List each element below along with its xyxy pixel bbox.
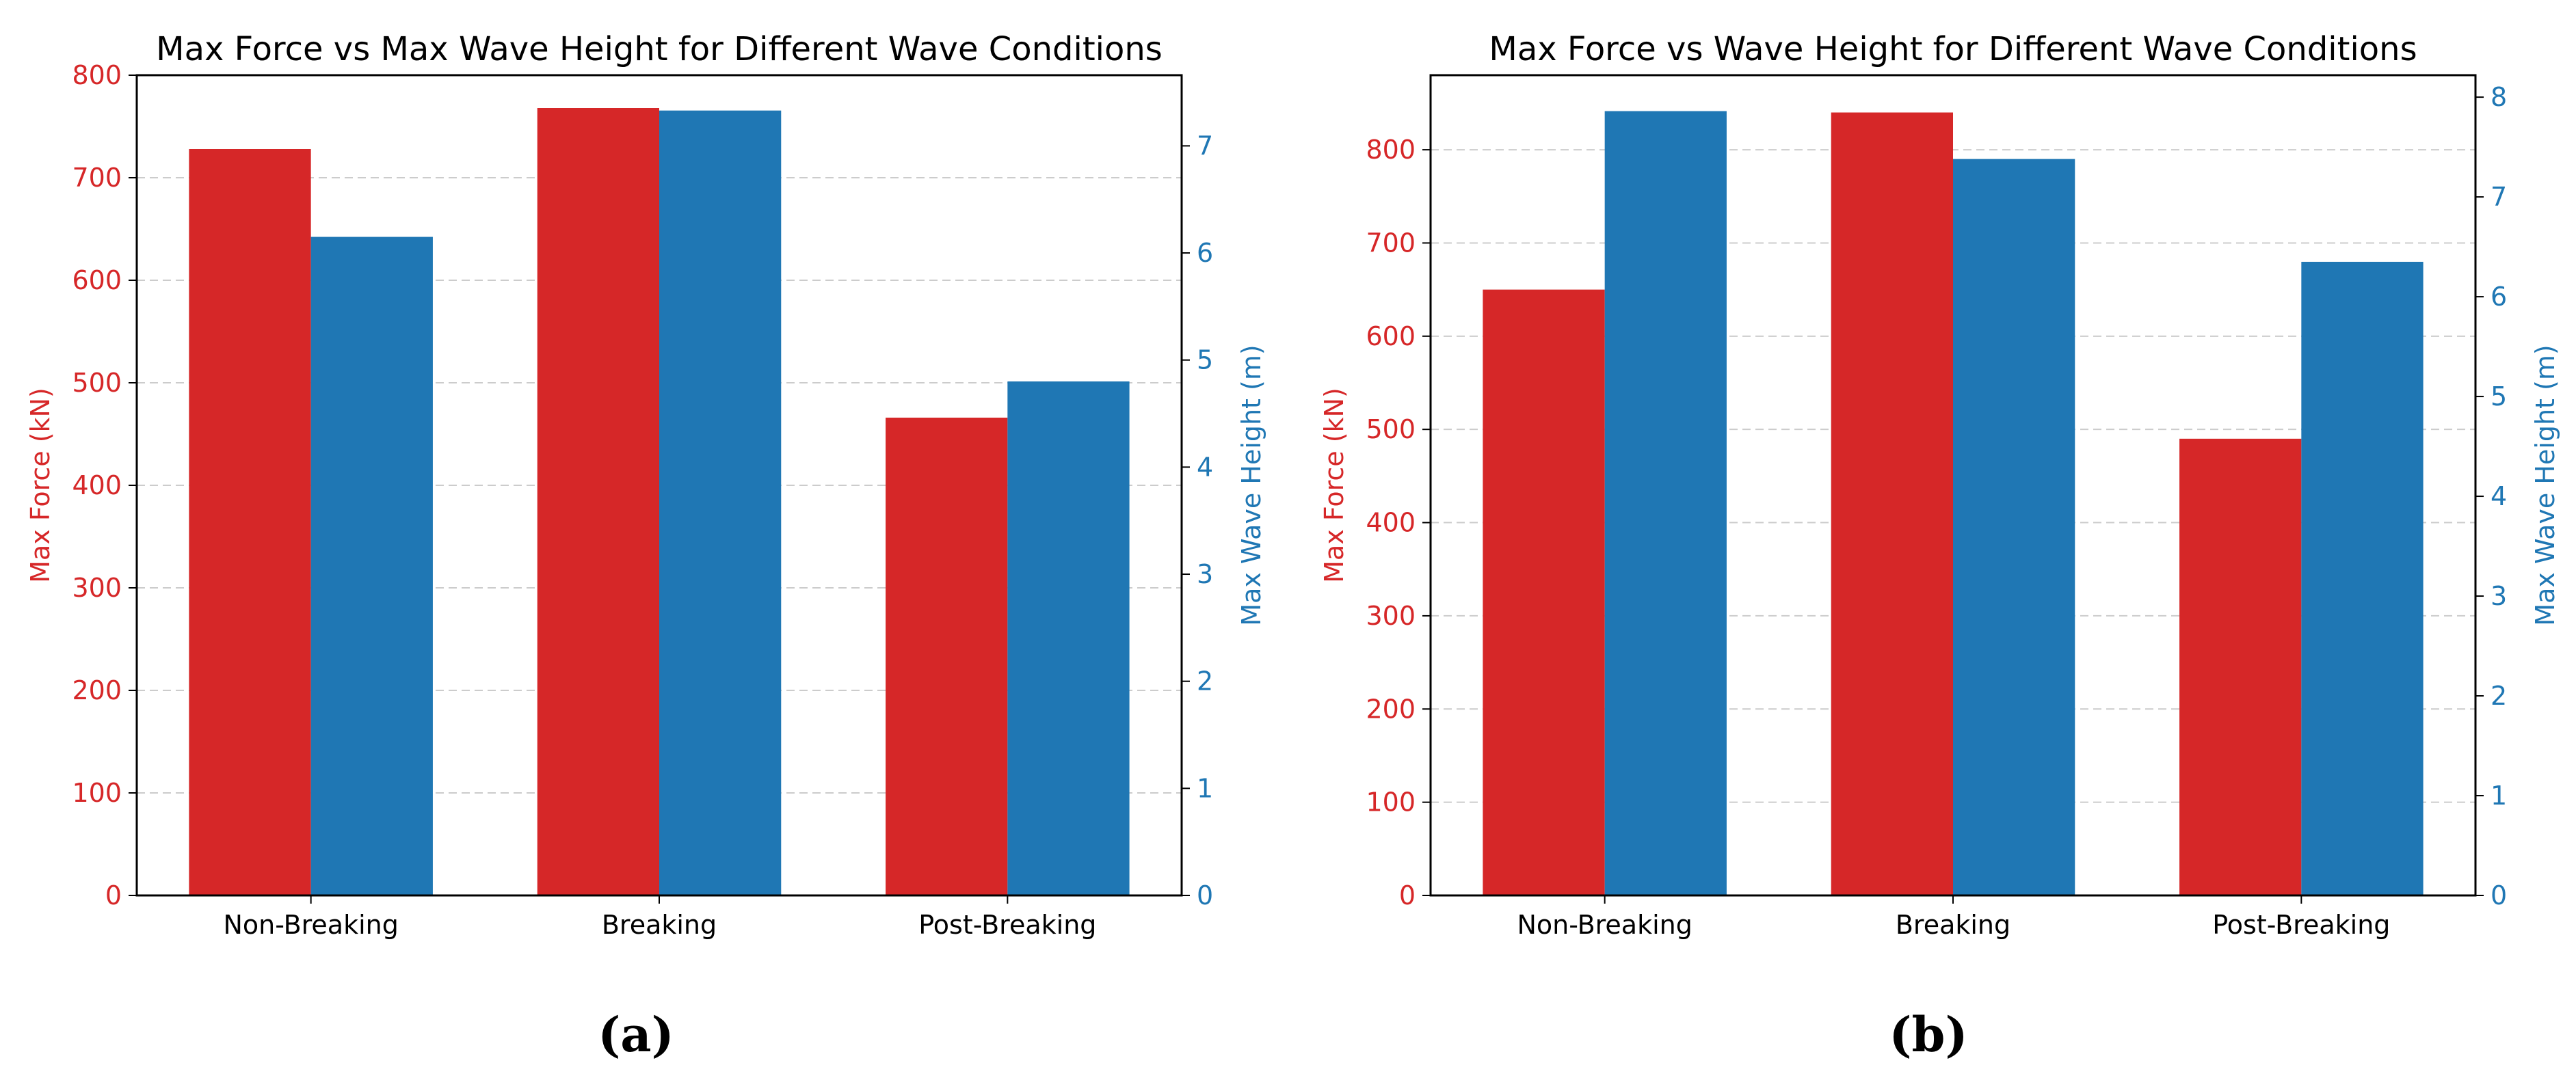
wave-height-bar [1953, 159, 2075, 896]
y2-tick-label: 0 [1197, 880, 1213, 910]
y2-tick-label: 3 [1197, 559, 1213, 589]
y-tick-label: 200 [1366, 694, 1416, 724]
y2-tick-label: 0 [2491, 880, 2507, 910]
plot-frame [1429, 74, 2477, 897]
y2-axis-label: Max Wave Height (m) [2530, 345, 2560, 625]
y-tick-label: 600 [1366, 321, 1416, 351]
y2-tick-label: 2 [2491, 681, 2507, 711]
chart-title: Max Force vs Max Wave Height for Differe… [156, 30, 1163, 68]
panel-a: Non-Breaking Breaking Post-Breaking 0 100 200… [25, 30, 1266, 1063]
y2-tick-label: 2 [1197, 666, 1213, 697]
y-tick-label: 300 [72, 573, 122, 603]
y-tick-label: 700 [1366, 228, 1416, 258]
x-tick-label: Breaking [1896, 910, 2010, 940]
y-tick-label: 400 [72, 470, 122, 500]
force-bar [886, 418, 1008, 895]
panel-label: (b) [1889, 1006, 1967, 1063]
force-bar [537, 108, 659, 895]
y2-tick-label: 7 [2491, 182, 2507, 212]
y-tick-label: 600 [72, 265, 122, 295]
y-tick-label: 100 [1366, 787, 1416, 818]
x-tick-label: Post-Breaking [918, 910, 1096, 940]
force-bar [1483, 289, 1605, 895]
y-tick-label: 0 [1399, 880, 1416, 910]
y-axis-label: Max Force (kN) [1319, 388, 1349, 583]
y-tick-label: 100 [72, 778, 122, 808]
x-tick-label: Breaking [602, 910, 717, 940]
wave-height-bar [659, 110, 782, 895]
wave-height-bar [310, 237, 433, 895]
y2-axis-label: Max Wave Height (m) [1236, 345, 1266, 625]
y-tick-label: 800 [72, 60, 122, 90]
wave-height-bar [1007, 381, 1130, 895]
y-tick-label: 200 [72, 675, 122, 705]
chart-title: Max Force vs Wave Height for Different W… [1489, 30, 2417, 68]
panel-b: Non-Breaking Breaking Post-Breaking 0 100 200… [1319, 30, 2560, 1063]
wave-height-bar [2301, 261, 2424, 896]
y-tick-label: 500 [72, 368, 122, 398]
y-axis-label: Max Force (kN) [25, 388, 55, 583]
force-bar [189, 149, 311, 895]
y2-tick-label: 6 [1197, 238, 1213, 268]
force-bar [1831, 112, 1953, 896]
y2-tick-label: 6 [2491, 282, 2507, 312]
x-tick-label: Post-Breaking [2212, 910, 2390, 940]
y2-tick-label: 1 [2491, 781, 2507, 811]
y2-tick-label: 8 [2491, 82, 2507, 112]
y2-tick-label: 7 [1197, 131, 1213, 161]
y2-tick-label: 4 [1197, 452, 1213, 482]
y-tick-label: 700 [72, 163, 122, 193]
y-tick-label: 0 [105, 880, 122, 910]
y2-tick-label: 1 [1197, 773, 1213, 803]
y-tick-label: 500 [1366, 414, 1416, 444]
force-bar [2179, 438, 2302, 895]
y-tick-label: 400 [1366, 508, 1416, 538]
x-tick-label: Non-Breaking [223, 910, 398, 940]
y2-tick-label: 5 [1197, 345, 1213, 375]
y2-tick-label: 5 [2491, 381, 2507, 411]
plot-frame [135, 74, 1183, 897]
x-tick-label: Non-Breaking [1517, 910, 1692, 940]
y2-tick-label: 3 [2491, 581, 2507, 611]
y-tick-label: 300 [1366, 601, 1416, 631]
y2-tick-label: 4 [2491, 481, 2507, 511]
y-tick-label: 800 [1366, 135, 1416, 165]
wave-height-bar [1604, 111, 1727, 896]
panel-label: (a) [598, 1006, 674, 1063]
